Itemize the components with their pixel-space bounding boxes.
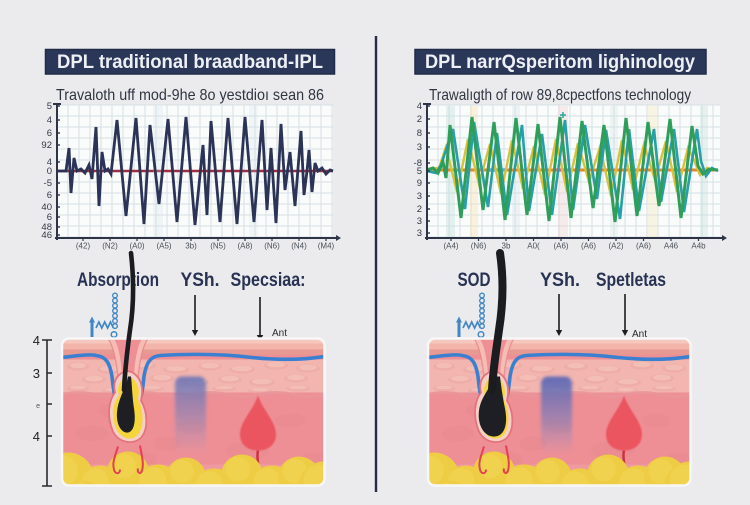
svg-text:6: 6 <box>47 128 52 139</box>
svg-text:40: 40 <box>41 202 52 213</box>
svg-text:(A2): (A2) <box>608 242 623 251</box>
svg-text:3: 3 <box>417 142 422 153</box>
svg-text:DPL traditional braadband-IPL: DPL traditional braadband-IPL <box>57 52 323 73</box>
svg-text:5: 5 <box>417 166 422 177</box>
svg-text:Absorption: Absorption <box>77 270 159 291</box>
svg-text:0: 0 <box>47 166 52 177</box>
svg-text:3: 3 <box>33 366 40 381</box>
svg-text:4: 4 <box>47 115 52 126</box>
svg-text:(M4): (M4) <box>318 242 335 251</box>
svg-text:(A6): (A6) <box>581 242 596 251</box>
svg-text:A4b: A4b <box>691 242 706 251</box>
svg-text:(N5): (N5) <box>210 242 226 251</box>
svg-text:(N6): (N6) <box>471 242 487 251</box>
svg-text:Ant: Ant <box>272 328 287 339</box>
svg-text:SOD: SOD <box>458 270 491 291</box>
svg-text:48: 48 <box>41 222 52 233</box>
svg-text:4: 4 <box>33 429 40 444</box>
svg-text:2: 2 <box>417 114 422 125</box>
svg-text:(42): (42) <box>76 242 91 251</box>
svg-text:4: 4 <box>417 101 422 112</box>
svg-text:(N6): (N6) <box>264 242 280 251</box>
svg-text:(A0): (A0) <box>129 242 144 251</box>
svg-text:46: 46 <box>41 230 52 241</box>
svg-text:5: 5 <box>47 101 52 112</box>
svg-text:92: 92 <box>41 140 52 151</box>
svg-text:8: 8 <box>417 128 422 139</box>
svg-text:6: 6 <box>47 212 52 223</box>
svg-text:2: 2 <box>417 204 422 215</box>
svg-text:3: 3 <box>417 228 422 239</box>
svg-text:e: e <box>36 403 40 410</box>
svg-text:YSh.: YSh. <box>540 270 580 291</box>
svg-text:(A6): (A6) <box>636 242 651 251</box>
svg-text:6: 6 <box>47 190 52 201</box>
svg-text:-5: -5 <box>44 178 52 189</box>
svg-text:3: 3 <box>417 191 422 202</box>
svg-text:(A6): (A6) <box>553 242 568 251</box>
svg-text:3: 3 <box>417 216 422 227</box>
svg-text:Spetletas: Spetletas <box>596 270 666 291</box>
svg-text:(A5): (A5) <box>156 242 171 251</box>
svg-text:A0(: A0( <box>527 242 540 251</box>
svg-text:(A8): (A8) <box>237 242 252 251</box>
svg-text:YSh.: YSh. <box>181 270 220 291</box>
svg-text:9: 9 <box>417 178 422 189</box>
svg-text:Travaloth uff mod-9he 8o yestd: Travaloth uff mod-9he 8o yestdioı sean 8… <box>56 87 324 104</box>
svg-text:A46: A46 <box>664 242 679 251</box>
svg-text:(A4): (A4) <box>443 242 458 251</box>
svg-text:3b: 3b <box>502 242 511 251</box>
svg-text:3b): 3b) <box>185 242 197 251</box>
svg-text:(N2): (N2) <box>102 242 118 251</box>
svg-text:4: 4 <box>33 333 40 348</box>
svg-text:Ant: Ant <box>632 329 647 340</box>
svg-text:(N4): (N4) <box>291 242 307 251</box>
svg-text:4: 4 <box>47 157 52 168</box>
svg-text:Trawalıgth of row 89,8cpectfon: Trawalıgth of row 89,8cpectfons technolo… <box>429 87 691 104</box>
svg-text:Specsiaa:: Specsiaa: <box>231 270 306 291</box>
svg-text:-8: -8 <box>414 158 422 169</box>
svg-text:DPL narrQsperitom lighinology: DPL narrQsperitom lighinology <box>425 52 695 73</box>
